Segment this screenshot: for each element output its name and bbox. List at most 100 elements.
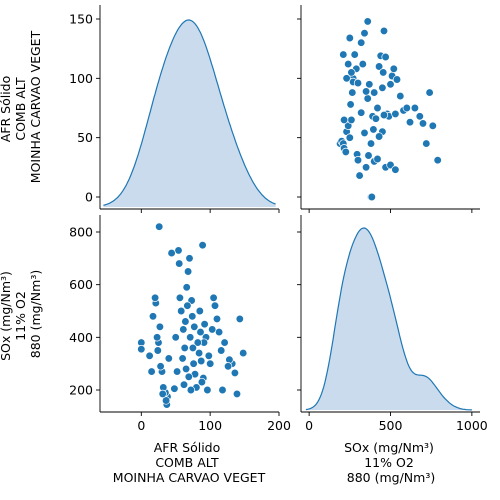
afr-vs-sox-point xyxy=(392,75,402,84)
sox-vs-afr-point xyxy=(155,222,164,231)
sox-ytick-label: 600 xyxy=(69,277,93,292)
afr-vs-sox-point xyxy=(345,133,354,142)
afr-vs-sox-point xyxy=(363,94,372,103)
sox-vs-afr-point xyxy=(180,343,189,353)
sox-vs-afr-point xyxy=(172,367,182,376)
afr-ytick-label: 50 xyxy=(77,130,93,145)
afr-ytick-label: 100 xyxy=(69,71,93,86)
afr-vs-sox-point xyxy=(371,114,381,123)
afr-vs-sox-point xyxy=(391,109,400,119)
sox-vs-afr-point xyxy=(232,389,242,399)
afr-vs-sox-point xyxy=(353,78,363,88)
afr-kde-area xyxy=(103,20,276,207)
afr-vs-sox-point xyxy=(370,88,379,97)
afr-vs-sox-point xyxy=(374,132,384,141)
sox-vs-afr-point xyxy=(161,396,171,405)
afr-vs-sox-point xyxy=(410,103,420,113)
afr-vs-sox-point xyxy=(379,68,388,77)
sox-vs-afr-point xyxy=(209,293,218,302)
afr-vs-sox-point xyxy=(379,26,389,36)
afr-vs-sox-point xyxy=(425,88,434,97)
sox-xtick-label: 500 xyxy=(379,418,403,433)
sox-vs-afr-point xyxy=(167,248,176,258)
afr-vs-sox-point xyxy=(342,74,351,83)
sox-vs-afr-point xyxy=(171,333,180,342)
sox-vs-afr-point xyxy=(214,327,224,337)
panel-afr-sox xyxy=(297,5,480,213)
sox-xtick-label: 0 xyxy=(305,418,313,433)
sox-vs-afr-point xyxy=(152,333,162,342)
afr-xtick-label: 200 xyxy=(267,418,291,433)
afr-vs-sox-point xyxy=(364,151,373,160)
afr-vs-sox-point xyxy=(373,103,382,113)
sox-vs-afr-point xyxy=(153,346,162,355)
sox-vs-afr-point xyxy=(188,343,198,353)
afr-vs-sox-point xyxy=(418,119,428,128)
sox-vs-afr-point xyxy=(137,345,146,354)
sox-vs-afr-point xyxy=(200,320,209,329)
sox-vs-afr-point xyxy=(148,312,158,321)
afr-vs-sox-point xyxy=(347,68,356,77)
afr-vs-sox-point xyxy=(358,59,367,69)
sox-vs-afr-point xyxy=(217,346,226,355)
afr-vs-sox-point xyxy=(347,115,356,125)
sox-vs-afr-point xyxy=(170,384,179,393)
afr-vs-sox-point xyxy=(339,50,348,59)
sox-vs-afr-point xyxy=(156,362,165,371)
afr-vs-sox-point xyxy=(346,100,355,109)
sox-vs-afr-point xyxy=(218,385,227,395)
afr-vs-sox-point xyxy=(379,110,389,120)
afr-vs-sox-point xyxy=(365,80,374,89)
afr-vs-sox-point xyxy=(360,128,369,138)
sox-vs-afr-point xyxy=(177,306,186,316)
sox-vs-afr-point xyxy=(175,293,185,302)
afr-vs-sox-point xyxy=(381,52,390,62)
afr-vs-sox-point xyxy=(367,192,376,202)
afr-vs-sox-point xyxy=(378,83,387,92)
afr-vs-sox-point xyxy=(391,165,400,174)
sox-vs-afr-point xyxy=(193,338,202,347)
afr-vs-sox-point xyxy=(353,156,363,165)
sox-vs-afr-point xyxy=(194,348,204,358)
sox-vs-afr-point xyxy=(198,241,207,250)
sox-vs-afr-point xyxy=(204,351,213,360)
afr-vs-sox-point xyxy=(361,87,371,96)
sox-kde-line xyxy=(305,227,472,411)
sox-vs-afr-point xyxy=(181,317,190,326)
sox-vs-afr-point xyxy=(195,306,204,316)
sox-vs-afr-point xyxy=(184,372,193,381)
sox-vs-afr-point xyxy=(220,338,229,347)
sox-vs-afr-point xyxy=(183,301,192,310)
afr-vs-sox-point xyxy=(396,91,405,101)
afr-vs-sox-point xyxy=(348,88,357,97)
afr-xtick-label: 100 xyxy=(198,418,222,433)
sox-ytick-label: 200 xyxy=(69,383,93,398)
afr-vs-sox-point xyxy=(386,80,395,89)
afr-vs-sox-point xyxy=(357,38,366,47)
afr-vs-sox-point xyxy=(341,147,350,157)
sox-vs-afr-point xyxy=(150,293,160,302)
afr-vs-sox-point xyxy=(402,103,411,113)
afr-vs-sox-point xyxy=(366,139,376,148)
sox-vs-afr-point xyxy=(230,368,240,378)
sox-vs-afr-point xyxy=(190,322,199,331)
afr-vs-sox-point xyxy=(374,62,384,71)
sox-vs-afr-point xyxy=(210,301,220,310)
sox-vs-afr-point xyxy=(183,267,193,276)
sox-vs-afr-point xyxy=(147,367,156,376)
sox-vs-afr-point xyxy=(197,377,207,387)
afr-vs-sox-point xyxy=(355,171,364,180)
sox-vs-afr-point xyxy=(197,356,206,366)
afr-kde-line xyxy=(103,19,276,206)
afr-xtick-label: 0 xyxy=(137,418,145,433)
panel-afr-afr: 0 50 100 150 xyxy=(69,5,280,213)
sox-vs-afr-point xyxy=(179,380,189,389)
sox-vs-afr-point xyxy=(178,354,187,363)
afr-ytick-label: 0 xyxy=(85,190,93,205)
sox-vs-afr-point xyxy=(145,351,154,360)
sox-ytick-label: 800 xyxy=(69,225,93,240)
afr-vs-sox-point xyxy=(428,121,437,130)
afr-vs-sox-point xyxy=(339,115,349,125)
afr-vs-sox-point xyxy=(350,50,359,59)
